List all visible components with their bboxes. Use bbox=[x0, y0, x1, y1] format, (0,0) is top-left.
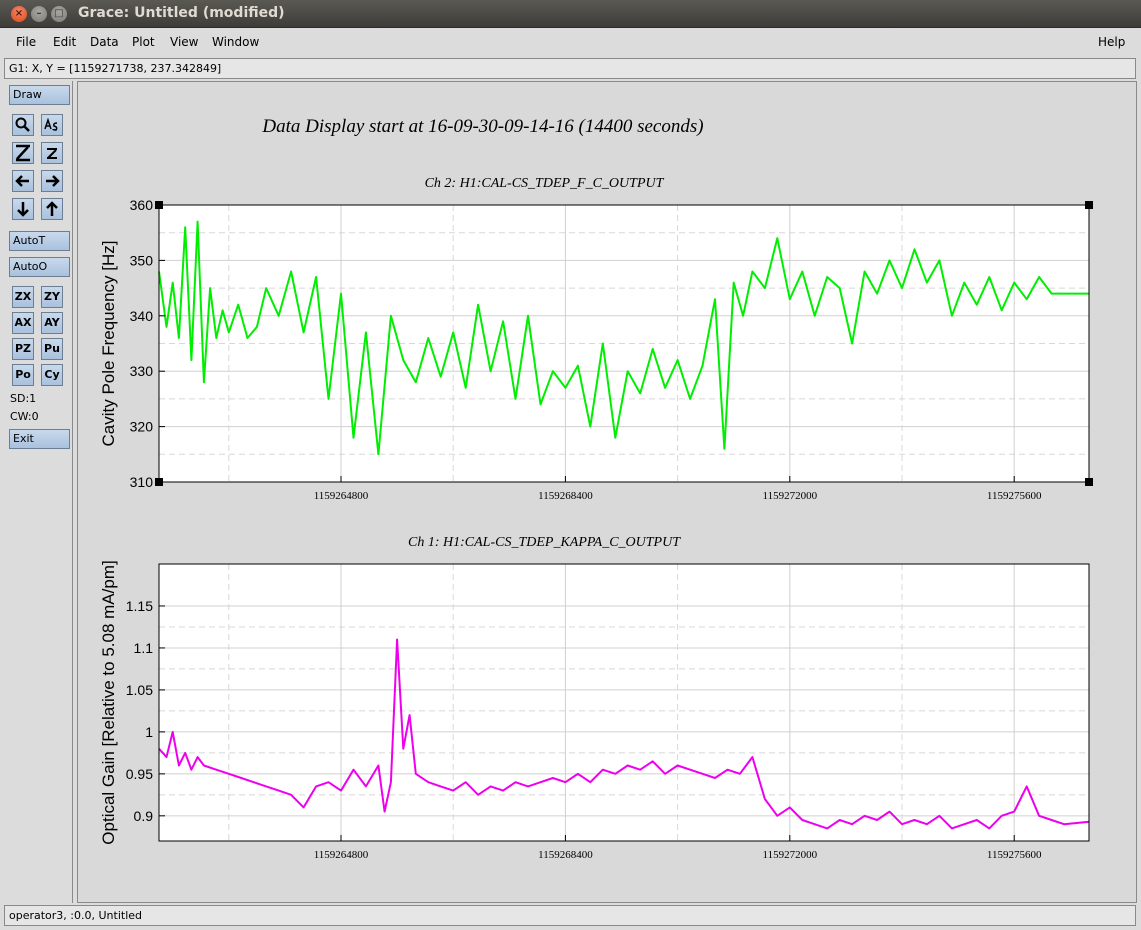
y-axis-label: Optical Gain [Relative to 5.08 mA/pm] bbox=[99, 560, 118, 844]
menu-bar: File Edit Data Plot View Window Help bbox=[0, 28, 1141, 56]
menu-file[interactable]: File bbox=[16, 35, 37, 49]
menu-edit[interactable]: Edit bbox=[53, 35, 77, 49]
text-label-icon bbox=[44, 117, 58, 131]
y-tick-label: 310 bbox=[130, 474, 154, 490]
pop-button[interactable]: Po bbox=[12, 364, 34, 386]
left-arrow-icon bbox=[15, 175, 29, 187]
title-bar: × – □ Grace: Untitled (modified) bbox=[0, 0, 1141, 28]
cycle-button[interactable]: Cy bbox=[41, 364, 63, 386]
selection-handle[interactable] bbox=[155, 478, 163, 486]
window-title: Grace: Untitled (modified) bbox=[78, 5, 285, 21]
zoom-in-icon bbox=[16, 144, 30, 162]
scroll-down-button[interactable] bbox=[12, 198, 34, 220]
x-tick-label: 1159264800 bbox=[314, 849, 369, 861]
autoscale-x-button[interactable]: AX bbox=[12, 312, 34, 334]
main-title: Data Display start at 16-09-30-09-14-16 … bbox=[261, 116, 703, 137]
zoom-y-button[interactable]: ZY bbox=[41, 286, 63, 308]
exit-button[interactable]: Exit bbox=[9, 429, 70, 449]
y-tick-label: 320 bbox=[130, 419, 154, 435]
y-tick-label: 1.05 bbox=[126, 682, 153, 698]
scroll-right-button[interactable] bbox=[41, 170, 63, 192]
scroll-up-button[interactable] bbox=[41, 198, 63, 220]
locator-bar: G1: X, Y = [1159271738, 237.342849] bbox=[4, 58, 1136, 79]
x-tick-label: 1159275600 bbox=[987, 490, 1042, 502]
menu-help[interactable]: Help bbox=[1098, 35, 1126, 49]
x-tick-label: 1159275600 bbox=[987, 849, 1042, 861]
maximize-window-button[interactable]: □ bbox=[51, 6, 67, 22]
menu-plot[interactable]: Plot bbox=[132, 35, 155, 49]
current-world-label: CW:0 bbox=[10, 410, 39, 423]
autoscale-origin-button[interactable]: AutoO bbox=[9, 257, 70, 277]
zoom-icon bbox=[15, 117, 30, 132]
y-tick-label: 1.1 bbox=[134, 640, 154, 656]
y-tick-label: 1.15 bbox=[126, 598, 153, 614]
y-tick-label: 0.95 bbox=[126, 766, 153, 782]
up-arrow-icon bbox=[46, 201, 58, 216]
stack-depth-label: SD:1 bbox=[10, 392, 37, 405]
zoom-x-button[interactable]: ZX bbox=[12, 286, 34, 308]
graph-title: Ch 1: H1:CAL-CS_TDEP_KAPPA_C_OUTPUT bbox=[408, 535, 681, 550]
push-button[interactable]: Pu bbox=[41, 338, 63, 360]
plot-canvas[interactable]: Data Display start at 16-09-30-09-14-16 … bbox=[77, 81, 1137, 903]
y-tick-label: 330 bbox=[130, 363, 154, 379]
y-tick-label: 350 bbox=[130, 252, 154, 268]
graph-title: Ch 2: H1:CAL-CS_TDEP_F_C_OUTPUT bbox=[425, 176, 665, 191]
zoom-in-button[interactable] bbox=[12, 142, 34, 164]
graph-cavity-pole[interactable]: 310 320 330 340 350 360 1159264800 1159268400 11… bbox=[99, 176, 1093, 502]
x-tick-label: 1159272000 bbox=[763, 849, 818, 861]
x-tick-label: 1159264800 bbox=[314, 490, 369, 502]
right-arrow-icon bbox=[46, 175, 60, 187]
x-tick-label: 1159268400 bbox=[538, 849, 593, 861]
text-label-button[interactable] bbox=[41, 114, 63, 136]
autoscale-y-button[interactable]: AY bbox=[41, 312, 63, 334]
x-tick-label: 1159268400 bbox=[538, 490, 593, 502]
series-line bbox=[158, 220, 1089, 456]
plot-area[interactable]: Data Display start at 16-09-30-09-14-16 … bbox=[78, 82, 1136, 902]
y-axis-label: Cavity Pole Frequency [Hz] bbox=[99, 241, 118, 447]
graph-optical-gain[interactable]: 0.9 0.95 1 1.05 1.1 1.15 1159264800 1159268400 1… bbox=[99, 535, 1090, 861]
down-arrow-icon bbox=[17, 202, 29, 217]
y-tick-label: 0.9 bbox=[134, 808, 154, 824]
draw-button[interactable]: Draw bbox=[9, 85, 70, 105]
plot-frame bbox=[158, 563, 1090, 842]
zoom-button[interactable] bbox=[12, 114, 34, 136]
y-tick-label: 340 bbox=[130, 308, 154, 324]
toolbox-panel: Draw AutoT AutoO ZX ZY AX AY P bbox=[4, 81, 73, 903]
y-tick-label: 360 bbox=[130, 197, 154, 213]
x-tick-label: 1159272000 bbox=[763, 490, 818, 502]
y-tick-label: 1 bbox=[145, 724, 153, 740]
menu-data[interactable]: Data bbox=[90, 35, 119, 49]
menu-view[interactable]: View bbox=[170, 35, 199, 49]
close-window-button[interactable]: × bbox=[11, 6, 27, 22]
status-bar: operator3, :0.0, Untitled bbox=[4, 905, 1136, 926]
zoom-out-button[interactable] bbox=[41, 142, 63, 164]
series-line bbox=[158, 638, 1090, 830]
autoscale-ticks-button[interactable]: AutoT bbox=[9, 231, 70, 251]
menu-window[interactable]: Window bbox=[212, 35, 260, 49]
push-zoom-button[interactable]: PZ bbox=[12, 338, 34, 360]
selection-handle[interactable] bbox=[155, 201, 163, 209]
scroll-left-button[interactable] bbox=[12, 170, 34, 192]
minimize-window-button[interactable]: – bbox=[31, 6, 47, 22]
zoom-out-icon bbox=[47, 148, 57, 159]
plot-frame bbox=[158, 204, 1090, 483]
selection-handle[interactable] bbox=[1085, 201, 1093, 209]
selection-handle[interactable] bbox=[1085, 478, 1093, 486]
